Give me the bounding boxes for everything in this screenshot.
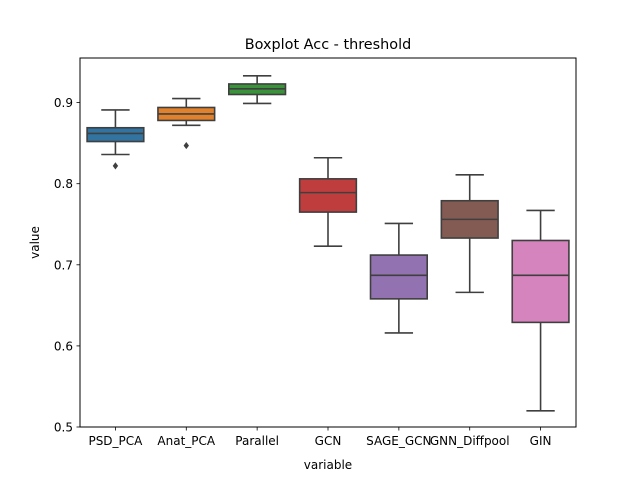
y-axis-label: value [28, 226, 42, 259]
x-tick-label: GNN_Diffpool [430, 434, 510, 448]
y-tick-label: 0.6 [54, 339, 73, 353]
x-tick-label: Anat_PCA [157, 434, 215, 448]
x-tick-label: PSD_PCA [88, 434, 143, 448]
box-sage-gcn [369, 254, 428, 300]
x-tick-label: GCN [315, 434, 342, 448]
x-axis-label: variable [304, 458, 352, 472]
x-tick-label: SAGE_GCN [366, 434, 431, 448]
y-tick-label: 0.7 [54, 258, 73, 272]
box-gcn [298, 178, 358, 213]
x-tick-label: Parallel [235, 434, 279, 448]
outlier-anat-pca [183, 141, 189, 150]
axes-frame [79, 57, 577, 428]
box-gin [511, 239, 570, 324]
chart-title: Boxplot Acc - threshold [245, 37, 411, 53]
y-tick-label: 0.9 [54, 96, 73, 110]
plot-area: 0.5 0.6 0.7 0.8 0.9 PSD_PCA Anat_PCA Parallel GC… [54, 75, 570, 448]
y-tick-label: 0.8 [54, 177, 73, 191]
x-tick-label: GIN [530, 434, 552, 448]
y-tick-label: 0.5 [54, 421, 73, 435]
outlier-psd-pca [112, 162, 119, 170]
box-psd-pca [86, 126, 145, 143]
